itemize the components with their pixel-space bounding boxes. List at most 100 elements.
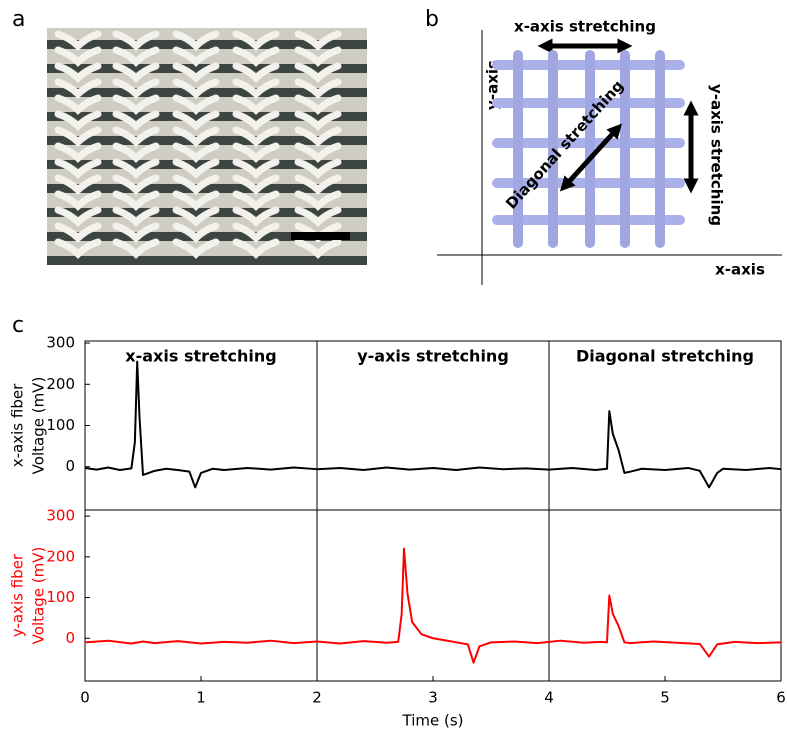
white-stitch [294, 238, 342, 259]
dark-yarn [47, 88, 367, 97]
white-stitch [172, 30, 220, 51]
white-stitch [294, 110, 342, 131]
white-stitch [112, 46, 160, 67]
white-stitch [112, 190, 160, 211]
y-axis-label: x-axis fiber [9, 383, 27, 467]
white-stitch [294, 190, 342, 211]
dark-yarn [47, 40, 367, 49]
white-stitch [54, 78, 102, 99]
white-stitch [172, 62, 220, 83]
white-stitch [172, 142, 220, 163]
y-axis-label: y-axis fiber [9, 553, 27, 637]
white-stitch [112, 222, 160, 243]
white-stitch [294, 30, 342, 51]
white-stitch [232, 30, 280, 51]
y-tick-label: 100 [46, 416, 75, 434]
panel-label: a [12, 7, 25, 32]
white-stitch [232, 126, 280, 147]
white-stitch [112, 62, 160, 83]
white-stitch [54, 222, 102, 243]
white-stitch [112, 78, 160, 99]
white-stitch [54, 206, 102, 227]
white-stitch [294, 62, 342, 83]
white-stitch [232, 62, 280, 83]
x-tick-label: 2 [312, 689, 322, 707]
white-stitch [232, 174, 280, 195]
white-stitch [172, 126, 220, 147]
white-stitch [172, 94, 220, 115]
white-stitch [232, 190, 280, 211]
x-tick-label: 0 [80, 689, 90, 707]
white-stitch [54, 62, 102, 83]
white-stitch [294, 174, 342, 195]
white-stitch [172, 222, 220, 243]
white-stitch [294, 126, 342, 147]
white-stitch [172, 110, 220, 131]
white-stitch [232, 206, 280, 227]
diagram-label: y-axis stretching [708, 84, 726, 226]
dark-yarn [47, 136, 367, 145]
white-stitch [54, 126, 102, 147]
white-stitch [172, 174, 220, 195]
x-tick-label: 3 [428, 689, 438, 707]
white-stitch [54, 238, 102, 259]
diagram-label: y-axis [484, 60, 502, 110]
section-label: Diagonal stretching [576, 347, 754, 366]
section-label: x-axis stretching [125, 347, 276, 366]
panel-label: b [425, 7, 439, 32]
white-stitch [172, 46, 220, 67]
fabric-photo [47, 28, 367, 265]
white-stitch [172, 190, 220, 211]
section-label: y-axis stretching [357, 347, 509, 366]
white-stitch [54, 158, 102, 179]
white-stitch [232, 94, 280, 115]
white-stitch [232, 142, 280, 163]
white-stitch [112, 158, 160, 179]
white-stitch [54, 142, 102, 163]
white-stitch [112, 126, 160, 147]
dark-yarn [47, 184, 367, 193]
trace [84, 547, 782, 664]
trace [84, 360, 782, 489]
white-stitch [232, 222, 280, 243]
white-stitch [112, 94, 160, 115]
diagram: x-axis stretching y-axis y-axis stretchi… [437, 18, 782, 285]
y-tick-label: 300 [46, 507, 75, 525]
white-stitch [232, 158, 280, 179]
diagram-label: x-axis [715, 261, 765, 279]
panel-label: c [12, 313, 24, 338]
arrow [559, 123, 623, 192]
white-stitch [172, 78, 220, 99]
white-stitch [294, 142, 342, 163]
white-stitch [112, 30, 160, 51]
white-stitch [232, 238, 280, 259]
dark-yarn [47, 256, 367, 265]
white-stitch [54, 94, 102, 115]
y-tick-label: 0 [65, 457, 75, 475]
white-stitch [112, 174, 160, 195]
white-stitch [112, 110, 160, 131]
white-stitch [172, 158, 220, 179]
white-stitch [232, 46, 280, 67]
white-stitch [54, 46, 102, 67]
diagram-label: x-axis stretching [514, 18, 656, 36]
white-stitch [232, 110, 280, 131]
plot-frame [84, 340, 782, 511]
white-stitch [112, 206, 160, 227]
y-tick-label: 0 [65, 629, 75, 647]
white-stitch [294, 158, 342, 179]
x-axis-label: Time (s) [402, 712, 464, 730]
white-stitch [172, 238, 220, 259]
white-stitch [112, 238, 160, 259]
x-tick-label: 1 [196, 689, 206, 707]
scale-bar [291, 232, 350, 240]
y-tick-label: 100 [46, 588, 75, 606]
white-stitch [294, 206, 342, 227]
white-stitch [54, 174, 102, 195]
x-tick-label: 6 [776, 689, 786, 707]
white-stitch [294, 46, 342, 67]
y-axis-label: Voltage (mV) [30, 547, 48, 645]
white-stitch [54, 190, 102, 211]
